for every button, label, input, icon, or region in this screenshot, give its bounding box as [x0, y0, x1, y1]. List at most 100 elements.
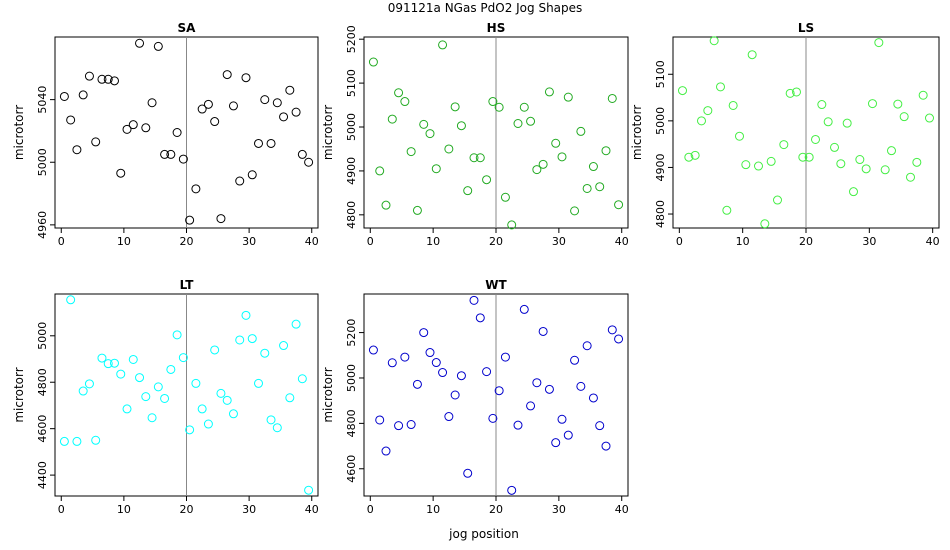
- data-point: [66, 115, 76, 125]
- data-point: [438, 40, 448, 50]
- data-point: [823, 117, 833, 127]
- data-point: [519, 102, 529, 112]
- data-point: [297, 149, 307, 159]
- data-point: [444, 412, 454, 422]
- x-tick-label: 30: [862, 235, 876, 248]
- data-point: [272, 98, 282, 108]
- data-point: [507, 485, 517, 495]
- data-point: [716, 82, 725, 92]
- data-point: [836, 159, 846, 169]
- panel-lt: LT 0 10 20 30 40 4400 4600 4800 5000 microtorr: [12, 278, 319, 516]
- data-point: [78, 386, 88, 396]
- data-point: [519, 304, 529, 314]
- x-tick-label: 20: [799, 235, 813, 248]
- x-tick-label: 0: [58, 503, 65, 516]
- data-point: [394, 421, 404, 431]
- data-point: [469, 153, 479, 163]
- y-tick-label: 4900: [654, 153, 667, 181]
- data-point: [191, 378, 201, 388]
- data-point: [551, 438, 561, 448]
- y-tick-label: 4600: [345, 455, 358, 483]
- data-point: [438, 368, 448, 378]
- data-point: [868, 99, 877, 109]
- data-point: [166, 364, 176, 374]
- data-point: [601, 441, 611, 451]
- y-axis-label: microtorr: [12, 367, 26, 422]
- data-point: [419, 328, 429, 338]
- data-point: [387, 114, 397, 124]
- data-point: [614, 200, 624, 210]
- data-point: [279, 341, 289, 351]
- data-point: [444, 144, 454, 154]
- data-point: [690, 150, 700, 160]
- data-point: [222, 395, 232, 405]
- data-point: [918, 90, 928, 100]
- data-point: [488, 413, 498, 423]
- data-point: [153, 382, 163, 392]
- data-point: [84, 379, 94, 389]
- x-tick-label: 30: [552, 235, 566, 248]
- data-point: [381, 200, 391, 210]
- data-point: [595, 182, 605, 192]
- data-point: [925, 113, 934, 123]
- data-point: [557, 414, 567, 424]
- data-point: [141, 392, 151, 402]
- data-point: [722, 205, 732, 215]
- data-point: [526, 401, 536, 411]
- data-point: [830, 142, 839, 152]
- y-tick-label: 5200: [345, 25, 358, 53]
- data-point: [811, 134, 820, 144]
- data-point: [880, 165, 890, 175]
- data-point: [779, 140, 789, 150]
- data-point: [266, 138, 276, 148]
- data-point: [235, 335, 245, 345]
- x-tick-label: 20: [180, 235, 194, 248]
- data-point: [469, 295, 479, 305]
- data-point: [254, 138, 264, 148]
- panel-title: LS: [798, 21, 814, 35]
- data-point: [684, 152, 694, 162]
- y-axis-label: microtorr: [321, 105, 335, 160]
- data-point: [400, 97, 410, 107]
- data-point: [532, 165, 542, 175]
- data-point: [887, 146, 896, 156]
- x-tick-label: 0: [367, 235, 374, 248]
- data-point: [147, 98, 157, 108]
- data-point: [741, 160, 751, 170]
- data-point: [582, 183, 592, 193]
- x-tick-label: 40: [926, 235, 940, 248]
- y-axis-label: microtorr: [630, 105, 644, 160]
- y-tick-label: 5000: [345, 113, 358, 141]
- data-point: [191, 184, 201, 194]
- data-point: [899, 112, 909, 122]
- data-point: [735, 131, 744, 141]
- data-point: [482, 367, 492, 377]
- data-point: [160, 393, 170, 403]
- data-point: [475, 313, 485, 323]
- data-point: [228, 409, 238, 419]
- data-point: [375, 415, 385, 425]
- data-point: [160, 149, 170, 159]
- data-point: [842, 118, 852, 128]
- data-point: [216, 214, 226, 224]
- data-point: [450, 102, 460, 112]
- data-point: [97, 74, 107, 84]
- y-axis-label: microtorr: [12, 105, 26, 160]
- data-point: [59, 436, 69, 446]
- data-point: [507, 220, 517, 230]
- y-tick-label: 4960: [36, 211, 49, 239]
- data-point: [697, 116, 706, 126]
- data-point: [861, 164, 871, 174]
- data-point: [128, 354, 138, 364]
- x-tick-label: 10: [426, 503, 440, 516]
- data-point: [235, 176, 245, 186]
- data-point: [792, 87, 801, 97]
- data-point: [912, 157, 922, 167]
- data-point: [728, 100, 738, 110]
- data-point: [116, 369, 126, 379]
- data-point: [893, 99, 903, 109]
- data-point: [153, 41, 163, 51]
- data-point: [91, 137, 101, 147]
- data-point: [456, 121, 466, 131]
